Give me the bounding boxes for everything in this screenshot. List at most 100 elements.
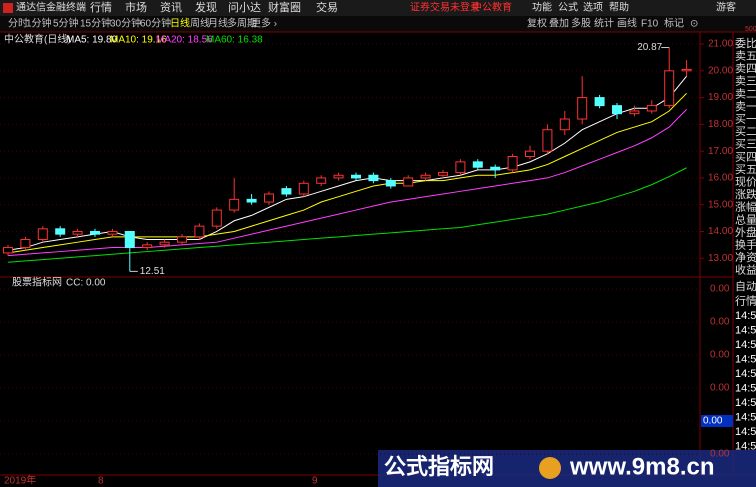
app-name: 通达信金融终端 xyxy=(16,1,86,14)
quote-label: 现价 xyxy=(735,176,756,189)
date-label: 8 xyxy=(98,476,104,487)
quote-time: 14:50 xyxy=(735,368,756,380)
y-tick-label: 20.00 xyxy=(708,65,733,76)
period-button[interactable]: 30分钟 xyxy=(110,17,141,30)
watermark-url: www.9m8.cn xyxy=(569,453,715,480)
candle-body xyxy=(246,198,257,203)
period-button[interactable]: 15分钟 xyxy=(80,17,111,30)
candle-body xyxy=(368,174,379,182)
candle-body xyxy=(681,68,692,72)
quote-label: 卖五 xyxy=(735,50,756,63)
period-button[interactable]: 分时 xyxy=(8,18,28,30)
ma-line xyxy=(7,92,687,254)
candle-body xyxy=(20,239,31,249)
candle-body xyxy=(472,161,483,168)
candle-body xyxy=(90,230,100,235)
legend-entry: MA20: 18.56 xyxy=(156,35,213,46)
quote-label: 净资 xyxy=(735,250,756,264)
period-button[interactable]: 60分钟 xyxy=(140,17,171,30)
value-highlight xyxy=(701,415,733,427)
candle-body xyxy=(281,188,292,195)
ma-line xyxy=(7,167,687,263)
candle-body xyxy=(525,150,535,158)
menu-item[interactable]: 市场 xyxy=(125,0,147,14)
ma-line xyxy=(7,75,687,251)
quote-label: 买五 xyxy=(735,163,756,176)
candle-body xyxy=(420,174,431,179)
tool-button[interactable]: 叠加 xyxy=(549,18,569,30)
menu-item[interactable]: 资讯 xyxy=(160,1,182,14)
indicator-tick: 0.00 xyxy=(710,284,730,295)
period-button[interactable]: 更多 › xyxy=(251,17,277,30)
quote-label: 买二 xyxy=(735,125,756,138)
y-tick-label: 17.00 xyxy=(708,146,733,157)
candle-body xyxy=(72,230,83,235)
period-button[interactable]: 5分钟 xyxy=(53,17,79,30)
y-tick-label: 15.00 xyxy=(708,199,733,210)
indicator-tick: 0.00 xyxy=(710,383,730,394)
candle-body xyxy=(211,209,222,227)
quote-label: 委比 xyxy=(735,37,756,50)
user[interactable]: 游客 xyxy=(716,1,736,14)
candle-body xyxy=(612,105,622,115)
quote-time: 14:50 xyxy=(735,397,756,409)
candle-body xyxy=(3,247,13,254)
quote-label: 卖四 xyxy=(735,62,756,75)
candle-body xyxy=(646,105,657,112)
candle-body xyxy=(333,174,344,179)
candle-body xyxy=(629,110,640,115)
panel-top: 500 xyxy=(745,26,756,33)
indicator-tick: 0.00 xyxy=(703,416,723,427)
period-button[interactable]: 多周期 xyxy=(227,17,257,30)
watermark-text: 公式指标网 xyxy=(384,454,494,479)
quote-time: 14:50 xyxy=(735,382,756,394)
quote-label: 买三 xyxy=(735,138,756,151)
watermark-bg xyxy=(378,450,756,487)
candle-body xyxy=(455,161,466,174)
menu-right[interactable]: 公式 xyxy=(558,1,578,14)
candle-body xyxy=(264,193,274,203)
legend-entry: MA60: 16.38 xyxy=(206,35,263,46)
period-button[interactable]: 周线 xyxy=(190,17,210,30)
y-tick-label: 13.00 xyxy=(708,253,733,264)
tool-button[interactable]: 画线 xyxy=(617,17,637,30)
legend-entry: MA5: 19.80 xyxy=(66,35,118,46)
quote-time: 14:50 xyxy=(735,324,756,336)
candle-body xyxy=(298,182,309,195)
quote-time: 行情 xyxy=(735,294,756,307)
menu-right[interactable]: 帮助 xyxy=(609,1,629,14)
candle-body xyxy=(542,129,553,152)
candle-body xyxy=(55,228,66,235)
menu-item[interactable]: 交易 xyxy=(316,0,338,14)
menu-item[interactable]: 发现 xyxy=(195,0,217,14)
candle-body xyxy=(351,174,361,179)
menu-item[interactable]: 财富圈 xyxy=(268,0,301,14)
tool-button[interactable]: F10 xyxy=(641,19,659,30)
quote-label: 收益 xyxy=(735,263,756,277)
period-button[interactable]: 1分钟 xyxy=(26,17,52,30)
period-button[interactable]: 日线 xyxy=(170,17,190,30)
y-tick-label: 16.00 xyxy=(708,173,733,184)
candle-body xyxy=(559,118,570,131)
candle-body xyxy=(177,236,187,243)
menu-right[interactable]: 选项 xyxy=(583,1,603,14)
indicator-tick: 0.00 xyxy=(710,350,730,361)
indicator-legend: CC: 0.00 xyxy=(66,278,106,289)
tool-button[interactable]: 统计 xyxy=(594,17,614,30)
tool-button[interactable]: 复权 xyxy=(527,17,547,30)
candle-body xyxy=(159,241,170,246)
logo xyxy=(3,3,13,13)
quote-time: 14:50 xyxy=(735,310,756,322)
tool-button[interactable]: 标记 xyxy=(664,18,684,30)
menu-item[interactable]: 问小达 xyxy=(228,1,261,14)
candle-body xyxy=(490,166,501,171)
quote-label: 总量 xyxy=(735,212,756,226)
candle-body xyxy=(142,244,153,249)
period-button[interactable]: 月线 xyxy=(208,17,228,30)
menu-item[interactable]: 行情 xyxy=(90,1,112,14)
tool-button[interactable]: 多股 xyxy=(571,17,591,30)
menu-right[interactable]: 功能 xyxy=(532,1,552,14)
tool-button[interactable]: ⊙ xyxy=(690,19,698,30)
candle-body xyxy=(507,156,518,171)
